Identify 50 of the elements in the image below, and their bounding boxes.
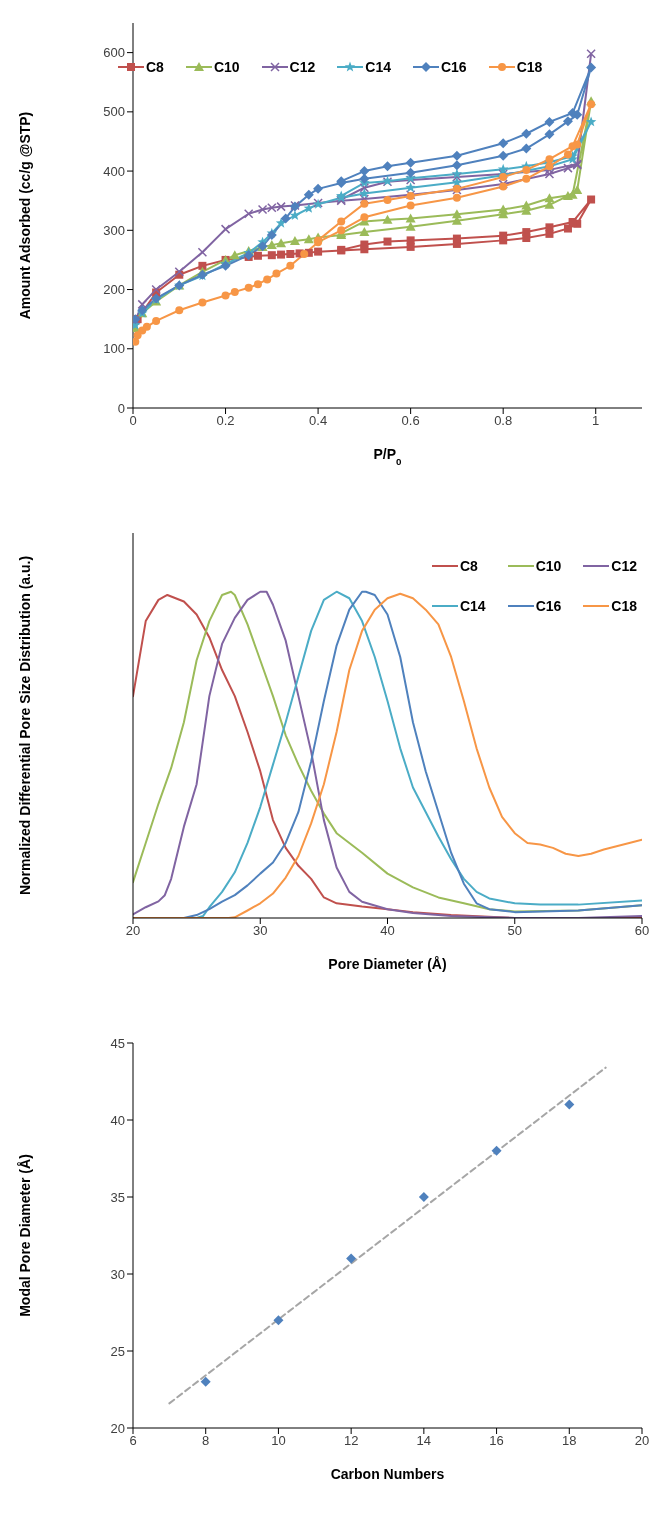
x-axis-title: Carbon Numbers [330,1466,445,1482]
x-tick-label: 20 [125,923,141,939]
x-tick-label: 6 [129,1433,137,1449]
x-tick-label: 50 [507,923,522,939]
x-tick-label: 0.2 [216,413,235,429]
y-tick-label: 500 [103,104,125,120]
legend-label: C16 [440,59,467,75]
y-tick-label: 100 [103,341,125,357]
x-tick-label: 0.8 [494,413,513,429]
legend-label: C12 [611,558,637,574]
y-axis-title: Modal Pore Diameter (Å) [17,1154,33,1317]
x-tick-label: 12 [343,1433,359,1449]
x-tick-label: 30 [253,923,268,939]
x-tick-label: 18 [562,1433,577,1449]
x-tick-label: 8 [202,1433,210,1449]
y-axis-title: Normalized Differential Pore Size Distribution (a.u.) [17,555,33,896]
x-tick-label: 60 [634,923,650,939]
legend-label: C8 [459,558,478,574]
x-tick-label: 14 [416,1433,432,1449]
legend-label: C14 [365,59,391,75]
x-tick-label: 1 [592,413,600,429]
y-tick-label: 30 [110,1266,125,1282]
y-axis-title: Amount Adsorbed (cc/g @STP) [17,111,33,320]
y-tick-label: 300 [103,222,125,238]
x-tick-label: 10 [271,1433,286,1449]
legend-label: C18 [611,598,637,614]
legend-label: C10 [213,59,240,75]
x-axis-title: Pore Diameter (Å) [328,956,447,972]
legend-label: C16 [535,598,562,614]
y-tick-label: 25 [110,1343,125,1359]
x-tick-label: 16 [489,1433,504,1449]
x-tick-label: 0.4 [309,413,328,429]
y-tick-label: 200 [103,282,125,298]
x-tick-label: 0 [129,413,137,429]
legend-label: C18 [516,59,543,75]
y-tick-label: 35 [110,1189,125,1205]
legend-label: C14 [459,598,486,614]
x-tick-label: 20 [634,1433,650,1449]
y-tick-label: 0 [117,400,125,416]
legend-label: C10 [535,558,562,574]
y-tick-label: 20 [110,1420,125,1436]
y-tick-label: 45 [110,1035,125,1051]
x-tick-label: 0.6 [401,413,420,429]
y-tick-label: 600 [103,45,125,61]
legend-label: C8 [146,59,164,75]
y-tick-label: 40 [110,1112,125,1128]
x-axis-title: P/P$_{0}$ [373,446,403,467]
y-tick-label: 400 [103,163,125,179]
x-tick-label: 40 [380,923,395,939]
legend-label: C12 [289,59,316,75]
